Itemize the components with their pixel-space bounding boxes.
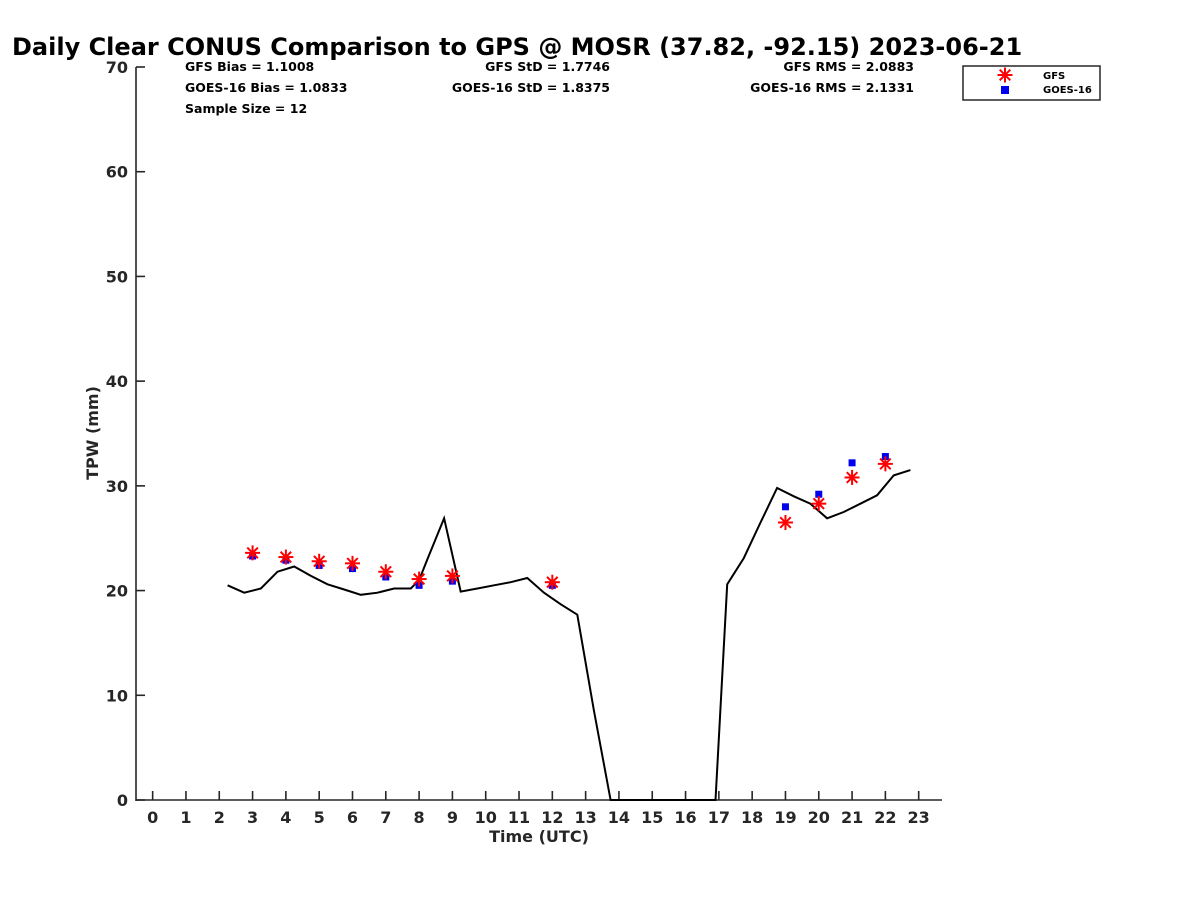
gfs-std-stat: GFS StD = 1.7746 bbox=[485, 59, 610, 74]
x-tick-label: 3 bbox=[247, 808, 258, 827]
gfs-point bbox=[811, 496, 827, 512]
gfs-point bbox=[378, 564, 394, 580]
gfs-point bbox=[544, 574, 560, 590]
goes16-series bbox=[249, 453, 889, 589]
legend-box bbox=[962, 65, 1101, 101]
sample-size-stat: Sample Size = 12 bbox=[185, 101, 307, 116]
gfs-point bbox=[311, 553, 327, 569]
goes-rms-stat: GOES-16 RMS = 2.1331 bbox=[750, 80, 914, 95]
goes16-point bbox=[848, 459, 856, 467]
legend-gfs-asterisk bbox=[997, 67, 1013, 83]
x-tick-label: 20 bbox=[808, 808, 830, 827]
chart-title: Daily Clear CONUS Comparison to GPS @ MO… bbox=[12, 33, 1022, 61]
x-tick-label: 5 bbox=[314, 808, 325, 827]
x-tick-label: 19 bbox=[774, 808, 796, 827]
gfs-bias-stat: GFS Bias = 1.1008 bbox=[185, 59, 314, 74]
y-axis-label: TPW (mm) bbox=[83, 386, 102, 480]
x-tick-label: 16 bbox=[674, 808, 696, 827]
x-tick-label: 7 bbox=[380, 808, 391, 827]
y-tick-label: 40 bbox=[106, 372, 128, 391]
y-tick-label: 60 bbox=[106, 163, 128, 182]
gfs-point bbox=[245, 545, 261, 561]
y-tick-label: 50 bbox=[106, 267, 128, 286]
x-tick-label: 6 bbox=[347, 808, 358, 827]
goes16-point bbox=[781, 503, 789, 511]
gfs-point bbox=[877, 456, 893, 472]
x-tick-label: 1 bbox=[180, 808, 191, 827]
x-tick-label: 21 bbox=[841, 808, 863, 827]
legend-goes16-marker bbox=[1001, 86, 1009, 94]
x-tick-label: 22 bbox=[874, 808, 896, 827]
x-tick-label: 9 bbox=[447, 808, 458, 827]
gfs-point bbox=[278, 549, 294, 565]
legend: GFS GOES-16 bbox=[962, 65, 1101, 101]
y-tick-label: 10 bbox=[106, 686, 128, 705]
gfs-point bbox=[344, 555, 360, 571]
gps-line bbox=[227, 469, 911, 801]
gfs-point bbox=[844, 469, 860, 485]
x-tick-label: 10 bbox=[475, 808, 497, 827]
goes16-point bbox=[815, 490, 823, 498]
x-axis-label: Time (UTC) bbox=[489, 827, 589, 846]
x-tick-label: 15 bbox=[641, 808, 663, 827]
y-tick-label: 0 bbox=[117, 791, 128, 810]
x-tick-label: 2 bbox=[214, 808, 225, 827]
x-tick-label: 18 bbox=[741, 808, 763, 827]
x-tick-label: 23 bbox=[908, 808, 930, 827]
y-tick-label: 30 bbox=[106, 477, 128, 496]
gfs-point bbox=[444, 568, 460, 584]
x-ticks: 0 1 2 3 4 5 6 7 8 9 10 11 12 13 14 15 16 17 18 19 20 21 22 23 bbox=[147, 791, 930, 827]
x-tick-label: 0 bbox=[147, 808, 158, 827]
legend-gfs-marker bbox=[997, 67, 1013, 83]
x-tick-label: 17 bbox=[708, 808, 730, 827]
x-tick-label: 13 bbox=[574, 808, 596, 827]
goes-std-stat: GOES-16 StD = 1.8375 bbox=[452, 80, 610, 95]
gps-series bbox=[227, 469, 911, 801]
legend-gfs-label: GFS bbox=[1043, 71, 1065, 82]
goes-bias-stat: GOES-16 Bias = 1.0833 bbox=[185, 80, 347, 95]
y-ticks: 0 10 20 30 40 50 60 70 bbox=[106, 58, 145, 810]
x-tick-label: 4 bbox=[280, 808, 291, 827]
gfs-point bbox=[777, 515, 793, 531]
gfs-series bbox=[245, 456, 893, 590]
gfs-point bbox=[411, 571, 427, 587]
y-tick-label: 70 bbox=[106, 58, 128, 77]
legend-goes16-label: GOES-16 bbox=[1043, 85, 1092, 96]
x-tick-label: 14 bbox=[608, 808, 630, 827]
gfs-rms-stat: GFS RMS = 2.0883 bbox=[783, 59, 914, 74]
x-tick-label: 8 bbox=[414, 808, 425, 827]
x-tick-label: 12 bbox=[541, 808, 563, 827]
y-tick-label: 20 bbox=[106, 582, 128, 601]
x-tick-label: 11 bbox=[508, 808, 530, 827]
